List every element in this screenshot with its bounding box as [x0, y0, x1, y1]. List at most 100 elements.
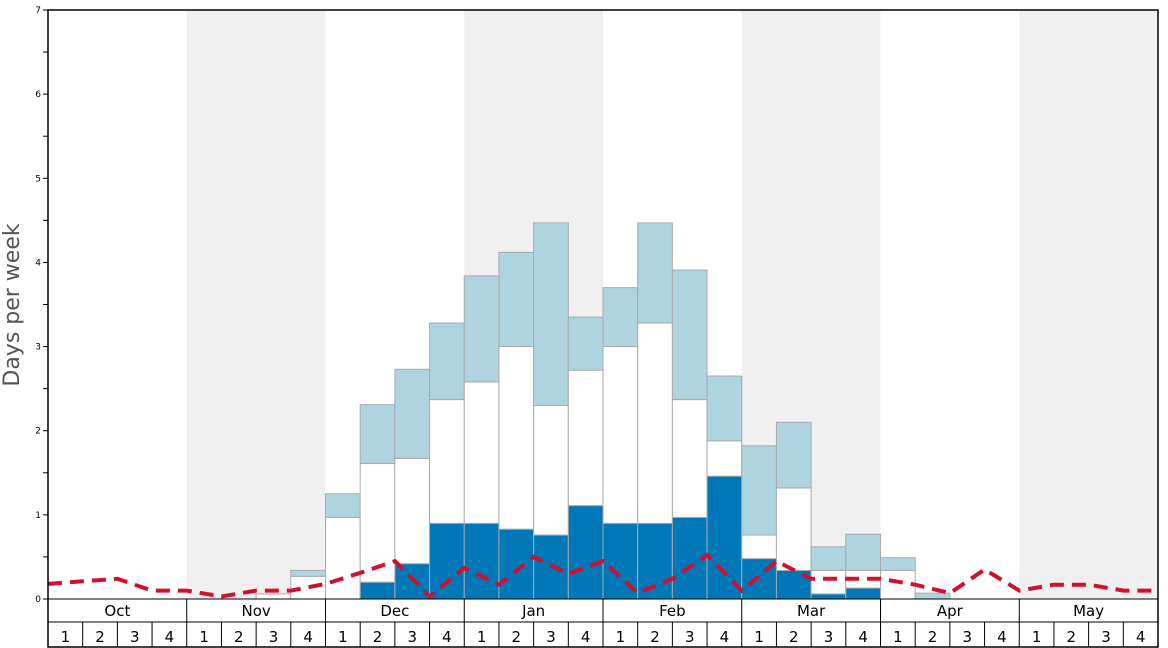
week-label: 1 — [754, 628, 764, 646]
y-tick-label: 3 — [35, 343, 41, 353]
week-label: 2 — [373, 628, 383, 646]
x-axis: Oct 1 2 3 4 Nov 1 2 3 4 Dec 1 2 3 4 Jan 1 2 3 4 Feb 1 2 3 4 Mar 1 2… — [61, 599, 1146, 647]
month-label: Apr — [937, 602, 964, 620]
y-tick-label: 2 — [35, 427, 41, 437]
bar-lower — [498, 528, 535, 600]
bar-lower — [810, 593, 847, 600]
month-band — [1019, 10, 1158, 599]
bar-upper — [914, 592, 951, 600]
y-tick-label: 6 — [35, 90, 41, 100]
bar-upper — [498, 251, 535, 348]
week-label: 2 — [650, 628, 660, 646]
week-label: 1 — [199, 628, 209, 646]
bar-middle — [880, 569, 916, 600]
bar-upper — [429, 322, 465, 401]
bar-upper — [290, 569, 326, 577]
y-axis-label: Days per week — [0, 223, 25, 386]
bar-middle — [394, 457, 431, 565]
week-label: 4 — [997, 628, 1007, 646]
week-label: 3 — [130, 628, 140, 646]
bar-upper — [706, 375, 743, 442]
month-label: Oct — [104, 602, 130, 620]
week-label: 2 — [1067, 628, 1077, 646]
week-label: 3 — [1101, 628, 1111, 646]
y-tick-label: 0 — [35, 595, 41, 605]
bar-upper — [741, 445, 777, 536]
bar-upper — [533, 222, 569, 406]
bar-upper — [880, 557, 916, 571]
y-axis: 0 1 2 3 4 5 6 7 — [35, 6, 48, 605]
bar-middle — [706, 440, 743, 477]
bar-upper — [637, 222, 673, 324]
week-label: 2 — [234, 628, 244, 646]
bar-middle — [429, 399, 465, 524]
bar-middle — [567, 369, 604, 507]
bar-upper — [671, 269, 708, 401]
dashed-series-line — [47, 552, 1158, 600]
bar-middle — [255, 593, 292, 600]
week-label: 1 — [893, 628, 903, 646]
week-label: 3 — [269, 628, 279, 646]
y-tick-label: 7 — [35, 6, 41, 16]
bar-upper — [359, 404, 396, 465]
month-label: Feb — [659, 602, 686, 620]
bar-lower — [429, 522, 465, 600]
month-label: Jan — [521, 602, 545, 620]
y-tick-label: 5 — [35, 174, 41, 184]
bar-upper — [567, 316, 604, 371]
week-label: 3 — [962, 628, 972, 646]
bar-middle — [463, 381, 500, 524]
bar-lower — [359, 581, 396, 600]
month-label: Mar — [797, 602, 826, 620]
bar-upper — [602, 287, 639, 348]
stacked-bars — [255, 222, 951, 600]
week-label: 3 — [824, 628, 834, 646]
bar-middle — [533, 404, 569, 536]
bar-upper — [325, 493, 361, 518]
bar-middle — [498, 346, 535, 530]
bar-middle — [637, 322, 673, 524]
bar-lower — [845, 587, 881, 600]
bar-middle — [325, 516, 361, 600]
week-label: 1 — [1032, 628, 1042, 646]
week-label: 2 — [789, 628, 799, 646]
week-label: 1 — [616, 628, 626, 646]
bar-middle — [359, 463, 396, 583]
bar-middle — [810, 569, 847, 595]
week-label: 3 — [546, 628, 556, 646]
y-tick-label: 1 — [35, 511, 41, 521]
week-label: 4 — [442, 628, 452, 646]
bar-middle — [602, 346, 639, 524]
week-label: 2 — [512, 628, 522, 646]
week-label: 4 — [165, 628, 175, 646]
week-label: 1 — [61, 628, 71, 646]
month-label: Dec — [380, 602, 409, 620]
y-tick-label: 4 — [35, 258, 41, 268]
week-label: 2 — [928, 628, 938, 646]
bar-upper — [810, 546, 847, 571]
month-label: May — [1073, 602, 1104, 620]
week-label: 4 — [720, 628, 730, 646]
bar-middle — [741, 534, 777, 560]
week-label: 2 — [95, 628, 105, 646]
bar-lower — [463, 522, 500, 600]
bar-middle — [775, 487, 812, 571]
dashed-line-series — [47, 552, 1158, 600]
bar-upper — [845, 533, 881, 571]
bar-upper — [463, 275, 500, 383]
week-label: 1 — [338, 628, 348, 646]
week-label: 4 — [303, 628, 313, 646]
week-label: 4 — [1136, 628, 1146, 646]
week-label: 4 — [581, 628, 591, 646]
bar-middle — [671, 399, 708, 518]
bar-lower — [706, 475, 743, 600]
week-label: 3 — [407, 628, 417, 646]
bar-lower — [567, 505, 604, 600]
month-band — [186, 10, 326, 599]
month-label: Nov — [241, 602, 270, 620]
week-label: 1 — [477, 628, 487, 646]
bar-upper — [394, 368, 431, 459]
bar-upper — [775, 421, 812, 489]
week-label: 4 — [858, 628, 868, 646]
